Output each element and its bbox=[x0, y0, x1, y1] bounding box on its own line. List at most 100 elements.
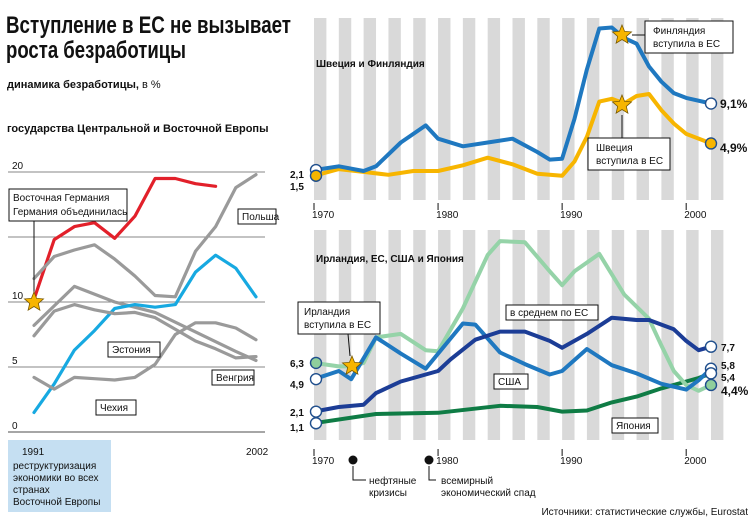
restructuring-line-1: реструктуризация bbox=[13, 461, 96, 472]
japan-end-marker bbox=[704, 367, 718, 380]
sf-band bbox=[438, 18, 451, 200]
page-title-line1: Вступление в ЕС не вызывает bbox=[6, 12, 291, 39]
page-title-line2: роста безработицы bbox=[6, 37, 186, 64]
sweden-start-marker bbox=[309, 169, 323, 182]
ireland-callout-line1: Ирландия bbox=[304, 307, 350, 318]
ie-x-tick-label: 1970 bbox=[312, 456, 335, 467]
x-tick-label: 2002 bbox=[246, 447, 269, 458]
series-line-Польша bbox=[32, 173, 258, 299]
ie-band bbox=[413, 230, 426, 440]
sf-band bbox=[711, 18, 724, 200]
finland-joins-star bbox=[611, 23, 633, 44]
restructuring-line-2: экономики во всех bbox=[13, 473, 99, 484]
sf-x-tick-label: 2000 bbox=[684, 210, 707, 221]
oil-crisis-label-line1: нефтяные bbox=[369, 475, 417, 487]
panel-sweden-finland-title: Швеция и Финляндия bbox=[316, 59, 425, 70]
sf-band bbox=[462, 18, 476, 200]
series-line-japan bbox=[312, 371, 713, 426]
ie-band bbox=[686, 230, 699, 440]
series-line-sweden bbox=[312, 92, 713, 178]
series-line-unlabeled-2 bbox=[32, 284, 258, 363]
poland-label: Польша bbox=[242, 212, 280, 223]
ie-x-tick-label: 2000 bbox=[684, 456, 707, 467]
series-line-Венгрия bbox=[32, 303, 258, 360]
sf-band bbox=[363, 18, 377, 200]
panel-ireland-title: Ирландия, ЕС, США и Япония bbox=[316, 254, 464, 265]
sf-band bbox=[314, 18, 327, 200]
ireland-callout-box bbox=[297, 301, 381, 335]
series-line-Эстония bbox=[32, 253, 258, 415]
usa-label: США bbox=[498, 377, 521, 388]
sweden-callout-line1: Швеция bbox=[596, 143, 633, 154]
ie-band bbox=[338, 230, 352, 440]
czech-label: Чехия bbox=[100, 403, 128, 414]
sweden-start-value: 1,5 bbox=[290, 182, 304, 193]
restructuring-line-4: Восточной Европы bbox=[13, 497, 100, 508]
recession-label-line1: всемирный bbox=[441, 476, 493, 487]
sweden-joins-star bbox=[611, 93, 633, 114]
eu-start-value: 2,1 bbox=[290, 408, 304, 419]
panel-left-title: государства Центральной и Восточной Евро… bbox=[7, 123, 268, 135]
ie-band bbox=[363, 230, 377, 440]
sweden-end-marker bbox=[704, 137, 718, 150]
y-tick-label: 0 bbox=[12, 421, 18, 432]
recession-bracket bbox=[428, 466, 436, 481]
east-germany-star bbox=[23, 290, 45, 311]
y-tick-label: 10 bbox=[12, 291, 24, 302]
chart-subtitle-bold: динамика безработицы, bbox=[7, 79, 139, 91]
ie-band bbox=[438, 230, 451, 440]
estonia-label-box bbox=[107, 341, 161, 358]
ie-band bbox=[636, 230, 649, 440]
ireland-end-value: 4,4% bbox=[721, 384, 749, 398]
usa-end-value: 5,8 bbox=[721, 361, 735, 372]
oil-crisis-label-line2: кризисы bbox=[369, 488, 407, 499]
sweden-end-value: 4,9% bbox=[720, 141, 748, 155]
panel-ireland-eu-usa-japan-chart: Ирландия, ЕС, США и Япония 1970 1980 1990 20… bbox=[290, 230, 749, 467]
ireland-start-value: 6,3 bbox=[290, 359, 304, 370]
panel-cee-chart: 0 5 10 20 1991 2002 Восточная Германия Германия… bbox=[8, 161, 280, 458]
chart-subtitle-unit: в % bbox=[139, 79, 161, 91]
sf-band bbox=[686, 18, 699, 200]
restructuring-year: 1991 bbox=[22, 447, 45, 458]
ie-band bbox=[711, 230, 724, 440]
finland-end-marker bbox=[704, 97, 718, 110]
series-line-Чехия bbox=[32, 321, 258, 391]
series-line-usa bbox=[312, 321, 713, 392]
sf-x-tick-label: 1970 bbox=[312, 210, 335, 221]
eu-start-marker bbox=[309, 405, 323, 418]
east-germany-callout-line2: Германия объединилась bbox=[13, 206, 127, 218]
y-tick-label: 5 bbox=[12, 356, 18, 367]
sf-x-tick-label: 1990 bbox=[560, 210, 583, 221]
restructuring-box bbox=[8, 440, 111, 512]
japan-start-value: 1,1 bbox=[290, 423, 304, 434]
ie-x-tick-label: 1980 bbox=[436, 456, 459, 467]
panel-sweden-finland-chart: Швеция и Финляндия 1970 1980 1990 2000 2,11,5… bbox=[290, 18, 748, 221]
ireland-joins-star bbox=[341, 354, 363, 375]
ie-band bbox=[537, 230, 550, 440]
source-note: Источники: статистические службы, Eurost… bbox=[541, 506, 748, 518]
finland-callout-box bbox=[644, 20, 734, 54]
sweden-callout-box bbox=[587, 137, 671, 171]
chart-subtitle: динамика безработицы, в % bbox=[7, 79, 161, 91]
series-line-finland bbox=[312, 25, 713, 173]
east-germany-callout-line1: Восточная Германия bbox=[13, 193, 109, 204]
series-line-eu-average bbox=[312, 315, 713, 414]
finland-start-value: 2,1 bbox=[290, 170, 304, 181]
ie-band bbox=[611, 230, 625, 440]
ie-band bbox=[562, 230, 575, 440]
japan-end-value: 5,4 bbox=[721, 373, 735, 384]
finland-callout-line2: вступила в ЕС bbox=[653, 39, 720, 50]
ireland-callout-leader bbox=[347, 333, 351, 357]
restructuring-line-3: странах bbox=[13, 485, 50, 496]
oil-crisis-bracket bbox=[352, 466, 366, 481]
eu-average-label: в среднем по ЕС bbox=[510, 308, 588, 319]
ie-band bbox=[586, 230, 600, 440]
japan-start-marker bbox=[309, 417, 323, 430]
sf-band bbox=[413, 18, 426, 200]
usa-start-value: 4,9 bbox=[290, 380, 304, 391]
eu-average-label-box bbox=[505, 304, 599, 321]
czech-label-box bbox=[95, 399, 137, 416]
finland-end-value: 9,1% bbox=[720, 97, 748, 111]
sf-band bbox=[512, 18, 525, 200]
